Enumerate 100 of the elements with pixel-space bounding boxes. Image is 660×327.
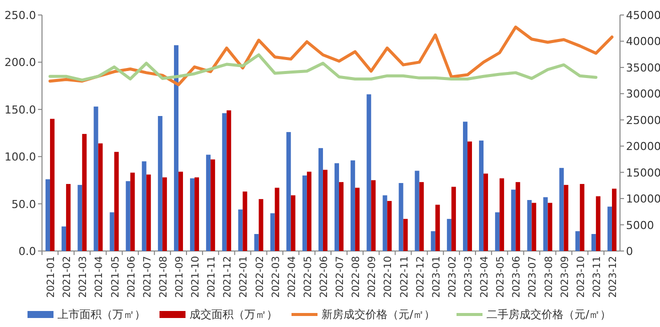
- bar: [242, 192, 248, 251]
- bar: [334, 163, 340, 251]
- x-tick-label: 2023-05: [496, 256, 507, 298]
- bar: [382, 195, 388, 251]
- bar: [82, 134, 87, 251]
- y-tick-label: 250.0: [4, 9, 36, 22]
- x-tick-label: 2023-06: [512, 256, 523, 298]
- bar: [126, 181, 130, 251]
- bar: [371, 180, 376, 251]
- bar: [527, 200, 532, 251]
- x-tick-label: 2022-11: [399, 256, 410, 298]
- bar: [462, 122, 468, 251]
- bar: [286, 132, 291, 251]
- x-tick-label: 2023-10: [576, 256, 587, 298]
- bar: [612, 188, 616, 251]
- x-tick-label: 2021-11: [206, 256, 218, 298]
- bar: [142, 161, 146, 251]
- bar: [467, 141, 472, 251]
- bar: [50, 118, 55, 251]
- y-tick-label: 0.0: [18, 245, 36, 258]
- bar: [94, 106, 98, 251]
- y-tick-label: 100.0: [4, 150, 36, 164]
- x-tick-label: 2023-08: [544, 256, 555, 298]
- x-tick-label: 2021-03: [78, 256, 90, 298]
- bar: [580, 184, 584, 251]
- bar: [238, 209, 243, 251]
- bar: [302, 175, 307, 251]
- bar: [190, 178, 195, 251]
- bar: [290, 195, 296, 251]
- legend-label: 上市面积（万㎡）: [58, 308, 146, 321]
- x-tick-label: 2021-07: [142, 256, 154, 298]
- y2-tick-label: 5000: [626, 218, 654, 232]
- bar: [532, 202, 536, 251]
- bar: [355, 188, 360, 251]
- x-tick-label: 2022-10: [383, 256, 394, 298]
- x-tick-label: 2021-04: [94, 256, 106, 298]
- x-tick-label: 2021-01: [46, 256, 58, 298]
- x-tick-label: 2022-07: [335, 256, 346, 298]
- bar: [495, 212, 500, 251]
- x-tick-label: 2023-07: [528, 256, 539, 298]
- bar: [451, 186, 456, 251]
- bar: [62, 226, 66, 251]
- bar: [543, 197, 548, 251]
- bar: [430, 231, 436, 251]
- bar: [178, 172, 183, 251]
- legend-label: 成交面积（万㎡）: [190, 308, 278, 321]
- x-tick-label: 2021-02: [62, 256, 74, 298]
- bar: [500, 178, 504, 251]
- y2-tick-label: 10000: [626, 192, 660, 206]
- y2-tick-label: 15000: [626, 166, 660, 180]
- y2-tick-label: 0: [626, 245, 633, 258]
- x-tick-label: 2023-01: [431, 256, 442, 298]
- x-tick-label: 2021-06: [126, 256, 138, 298]
- y2-tick-label: 20000: [626, 140, 660, 154]
- x-tick-label: 2023-12: [608, 256, 619, 298]
- bar: [479, 140, 484, 251]
- bar: [110, 212, 114, 251]
- x-tick-label: 2023-03: [463, 256, 474, 298]
- bar: [414, 170, 420, 251]
- x-tick-label: 2022-02: [254, 256, 266, 298]
- bar: [98, 143, 103, 251]
- bar: [274, 188, 280, 251]
- y2-tick-label: 40000: [626, 35, 660, 48]
- bar: [366, 94, 372, 251]
- bar: [350, 160, 356, 251]
- bar: [206, 154, 211, 251]
- bar: [339, 182, 344, 251]
- x-tick-label: 2021-08: [158, 256, 170, 298]
- x-tick-label: 2022-12: [415, 256, 426, 298]
- legend-label: 二手房成交价格（元/㎡）: [486, 308, 612, 321]
- bar: [270, 213, 275, 251]
- y2-tick-label: 45000: [626, 9, 660, 22]
- x-tick-label: 2021-10: [190, 256, 202, 298]
- bar: [162, 177, 167, 251]
- y-tick-label: 150.0: [4, 103, 36, 116]
- x-tick-label: 2022-03: [270, 256, 282, 298]
- bar: [484, 174, 488, 251]
- bar: [435, 204, 440, 251]
- x-tick-label: 2022-09: [367, 256, 378, 298]
- bar: [210, 159, 216, 251]
- bar: [559, 168, 564, 251]
- x-tick-label: 2023-04: [480, 256, 491, 298]
- x-tick-label: 2023-11: [592, 256, 603, 298]
- x-tick-label: 2021-05: [110, 256, 122, 298]
- y-tick-label: 50.0: [12, 198, 36, 211]
- x-tick-label: 2021-09: [174, 256, 186, 298]
- bar: [46, 179, 50, 251]
- bar: [194, 177, 200, 251]
- bar: [511, 190, 516, 251]
- bar: [158, 116, 162, 251]
- x-tick-label: 2022-01: [238, 256, 250, 298]
- bar: [78, 184, 82, 251]
- x-tick-label: 2022-04: [286, 256, 298, 298]
- y2-tick-label: 25000: [626, 114, 660, 127]
- bar: [254, 234, 259, 251]
- x-tick-label: 2023-09: [560, 256, 571, 298]
- bar: [516, 182, 520, 251]
- bar: [306, 172, 312, 251]
- bar: [130, 172, 135, 251]
- bar: [222, 113, 227, 251]
